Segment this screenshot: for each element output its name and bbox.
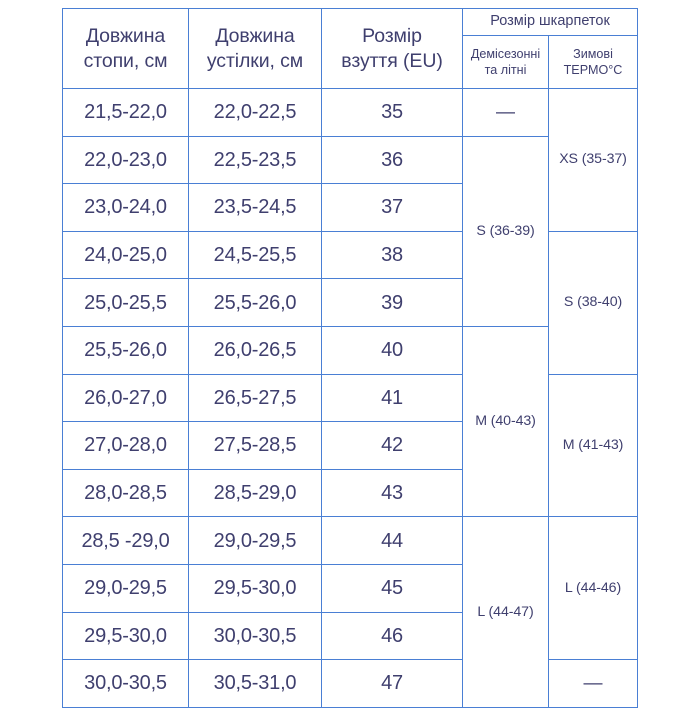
cell-foot-length: 24,0-25,0 — [62, 230, 189, 280]
column-header-foot-length: Довжина стопи, см — [62, 8, 189, 89]
table-row: 21,5-22,0 22,0-22,5 35 — XS (35-37) — [62, 88, 638, 232]
table-row: 27,0-28,0 27,5-28,5 42 — [62, 421, 638, 470]
em-dash-icon: — — [496, 101, 515, 123]
cell-socks-demi-size: L (44-47) — [462, 516, 549, 708]
column-header-socks-demi-season: Демісезонні та літні — [462, 35, 549, 89]
cell-insole-length: 22,0-22,5 — [188, 88, 322, 137]
cell-insole-length: 30,0-30,5 — [188, 611, 322, 661]
cell-insole-length: 23,5-24,5 — [188, 183, 322, 232]
cell-shoe-size-eu: 38 — [321, 230, 463, 280]
cell-socks-winter-size: S (38-40) — [548, 230, 638, 375]
cell-foot-length: 30,0-30,5 — [62, 659, 189, 708]
cell-foot-length: 21,5-22,0 — [62, 88, 189, 137]
cell-socks-winter-size: XS (35-37) — [548, 88, 638, 232]
cell-shoe-size-eu: 39 — [321, 278, 463, 327]
table-header: Довжина стопи, см Довжина устілки, см Ро… — [62, 8, 638, 89]
cell-shoe-size-eu: 41 — [321, 373, 463, 423]
cell-insole-length: 30,5-31,0 — [188, 659, 322, 708]
column-header-socks-winter-line1: Зимові — [573, 46, 613, 61]
cell-insole-length: 25,5-26,0 — [188, 278, 322, 327]
cell-socks-winter-size: L (44-46) — [548, 516, 638, 661]
cell-insole-length: 28,5-29,0 — [188, 468, 322, 518]
cell-insole-length: 29,5-30,0 — [188, 563, 322, 613]
column-header-insole-length-line2: устілки, см — [206, 49, 304, 72]
header-row-group: Довжина стопи, см Довжина устілки, см Ро… — [62, 8, 638, 89]
cell-foot-length: 26,0-27,0 — [62, 373, 189, 423]
table-row: 22,0-23,0 22,5-23,5 36 S (36-39) — [62, 135, 638, 327]
cell-socks-demi-none: — — [462, 88, 549, 137]
cell-socks-winter-none: — — [548, 659, 638, 708]
table-row: 28,5 -29,0 29,0-29,5 44 L (44-47) L (44-46) — [62, 516, 638, 708]
cell-insole-length: 27,5-28,5 — [188, 421, 322, 470]
em-dash-icon: — — [583, 672, 603, 694]
cell-insole-length: 22,5-23,5 — [188, 135, 322, 185]
table-row: 23,0-24,0 23,5-24,5 37 — [62, 183, 638, 232]
shoe-size-table: Довжина стопи, см Довжина устілки, см Ро… — [62, 8, 638, 708]
table-row: 29,5-30,0 30,0-30,5 46 — [62, 611, 638, 661]
cell-shoe-size-eu: 40 — [321, 325, 463, 375]
column-header-foot-length-line2: стопи, см — [83, 49, 168, 72]
column-header-foot-length-line1: Довжина — [85, 24, 166, 47]
cell-foot-length: 25,5-26,0 — [62, 325, 189, 375]
table-row: 25,5-26,0 26,0-26,5 40 M (40-43) — [62, 325, 638, 518]
cell-shoe-size-eu: 42 — [321, 421, 463, 470]
cell-shoe-size-eu: 46 — [321, 611, 463, 661]
table-body: 21,5-22,0 22,0-22,5 35— XS (35-37) 22,0-23,0… — [62, 88, 638, 708]
cell-socks-demi-size: M (40-43) — [462, 325, 549, 518]
column-header-shoe-size-eu-line2: взуття (EU) — [341, 49, 443, 72]
cell-socks-winter-size: M (41-43) — [548, 373, 638, 518]
column-header-socks-demi-line2: та літні — [484, 63, 527, 77]
cell-shoe-size-eu: 35 — [321, 88, 463, 137]
cell-socks-demi-size: S (36-39) — [462, 135, 549, 327]
cell-foot-length: 29,0-29,5 — [62, 563, 189, 613]
table-row: 29,0-29,5 29,5-30,0 45 — [62, 563, 638, 613]
cell-foot-length: 27,0-28,0 — [62, 421, 189, 470]
cell-foot-length: 28,5 -29,0 — [62, 516, 189, 565]
column-header-socks-winter: Зимові ТЕРМО°С — [548, 35, 638, 89]
column-header-socks-demi-line1: Демісезонні — [470, 46, 541, 61]
cell-foot-length: 29,5-30,0 — [62, 611, 189, 661]
table-row: 30,0-30,5 30,5-31,0 47 — — [62, 659, 638, 708]
cell-shoe-size-eu: 37 — [321, 183, 463, 232]
column-header-insole-length: Довжина устілки, см — [188, 8, 322, 89]
column-header-shoe-size-eu: Розмір взуття (EU) — [321, 8, 463, 89]
cell-shoe-size-eu: 36 — [321, 135, 463, 185]
cell-shoe-size-eu: 44 — [321, 516, 463, 565]
cell-shoe-size-eu: 45 — [321, 563, 463, 613]
cell-foot-length: 22,0-23,0 — [62, 135, 189, 185]
column-header-socks-winter-line2: ТЕРМО°С — [563, 63, 623, 77]
table-row: 24,0-25,0 24,5-25,5 38 S (38-40) — [62, 230, 638, 375]
cell-insole-length: 26,0-26,5 — [188, 325, 322, 375]
column-header-shoe-size-eu-line1: Розмір — [362, 24, 422, 47]
table-row: 25,0-25,5 25,5-26,0 39 — [62, 278, 638, 327]
cell-insole-length: 24,5-25,5 — [188, 230, 322, 280]
cell-foot-length: 23,0-24,0 — [62, 183, 189, 232]
cell-foot-length: 25,0-25,5 — [62, 278, 189, 327]
table-row: 28,0-28,5 28,5-29,0 43 — [62, 468, 638, 518]
column-header-socks-size-group: Розмір шкарпеток — [462, 8, 638, 36]
cell-foot-length: 28,0-28,5 — [62, 468, 189, 518]
table-row: 26,0-27,0 26,5-27,5 41 M (41-43) — [62, 373, 638, 518]
cell-insole-length: 29,0-29,5 — [188, 516, 322, 565]
cell-shoe-size-eu: 47 — [321, 659, 463, 708]
column-header-insole-length-line1: Довжина — [215, 24, 295, 47]
header-row-subgroup: Демісезонні та літні Зимові ТЕРМО°С — [63, 35, 638, 89]
cell-shoe-size-eu: 43 — [321, 468, 463, 518]
cell-insole-length: 26,5-27,5 — [188, 373, 322, 423]
